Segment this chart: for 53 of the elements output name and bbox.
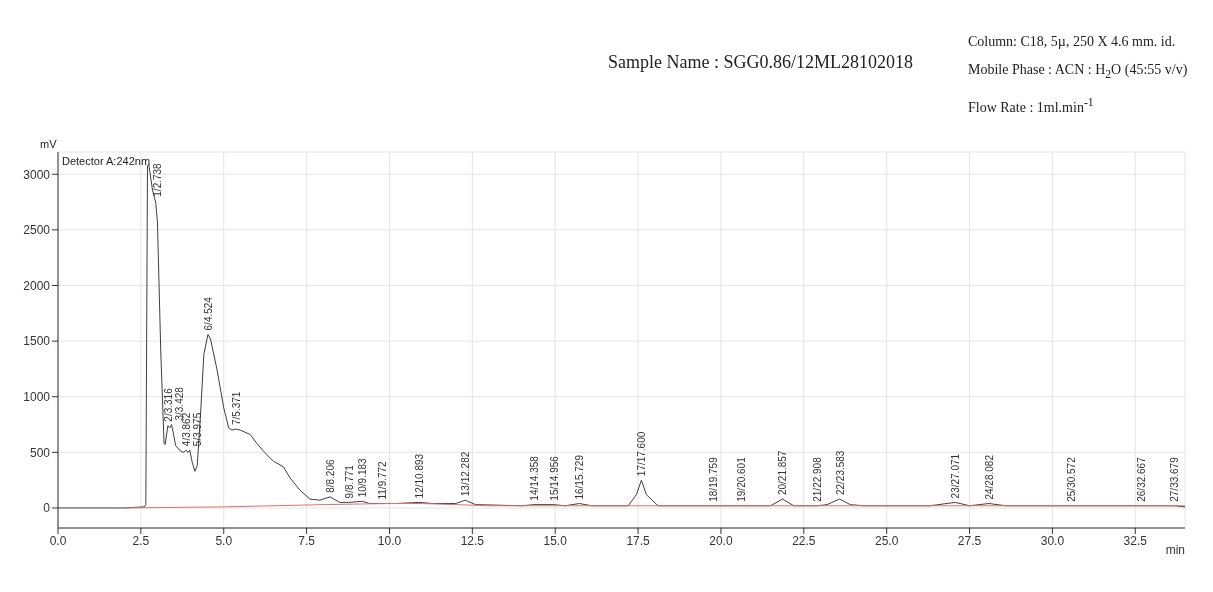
x-tick-label: 30.0 [1040,533,1065,548]
x-tick-label: 15.0 [543,533,568,548]
y-tick-label: 2000 [23,278,51,293]
x-tick-label: 5.0 [215,533,233,548]
annotation: 15/14.956 [548,455,560,501]
x-tick-label: 32.5 [1123,533,1148,548]
annotation: 7/5.371 [231,391,243,425]
x-tick-label: 22.5 [792,533,816,548]
y-axis-title: mV [40,138,58,150]
annotation: 25/30.572 [1066,456,1078,502]
y-tick-label: 3000 [23,167,51,182]
annotation: 20/21.857 [777,450,789,496]
y-tick-label: 1000 [23,389,51,404]
chart-title: Sample Name : SGG0.86/12ML28102018 [608,52,913,73]
annotation: 19/20.601 [735,456,747,502]
y-tick-label: 500 [29,445,51,460]
x-tick-label: 12.5 [460,533,485,548]
x-tick-label: 2.5 [132,533,150,548]
text: Flow Rate : 1ml.min$^{-1}$ [968,94,1095,117]
annotation: 17/17.600 [636,431,648,477]
annotation: 1/2.738 [151,162,163,197]
x-tick-label: 17.5 [626,533,651,548]
annotation: 14/14.358 [528,455,540,501]
annotation: 23/27.071 [950,453,962,499]
annotation: 22/23.583 [834,450,846,496]
x-axis-title: min [1165,543,1185,557]
annotation: Detector A:242nm [62,155,151,167]
annotation: 18/19.759 [707,456,719,502]
annotation: 6/4.524 [202,296,214,331]
x-tick-label: 7.5 [298,533,316,548]
text: Mobile Phase : ACN : H$_{2}$O (45:55 v/v) [968,61,1188,83]
annotation: 13/12.282 [460,451,472,497]
annotation: 9/8.771 [343,464,355,499]
x-tick-label: 20.0 [709,533,733,548]
x-tick-label: 10.0 [377,533,402,548]
annotation: 24/28.082 [983,454,995,500]
y-tick-label: 1500 [23,334,51,349]
annotation: 16/15.729 [574,454,586,500]
y-tick-label: 0 [43,501,51,516]
annotation: 8/8.206 [325,459,336,493]
x-tick-label: 25.0 [875,533,899,548]
annotation: 2/3.316 [162,387,174,422]
annotation: 12/10.893 [414,453,426,499]
annotation: 11/9.772 [376,460,388,500]
annotation: 5/3.975 [192,412,204,447]
x-tick-label: 27.5 [957,533,982,548]
annotation: 26/32.667 [1135,456,1147,502]
text: Column: C18, 5µ, 250 X 4.6 mm. id. [968,33,1177,51]
x-tick-label: 0.0 [49,533,67,548]
annotation: 27/33.679 [1169,456,1181,502]
annotation: 21/22.908 [812,456,824,502]
annotation: 10/9.183 [357,457,369,498]
y-tick-label: 2500 [23,223,51,238]
